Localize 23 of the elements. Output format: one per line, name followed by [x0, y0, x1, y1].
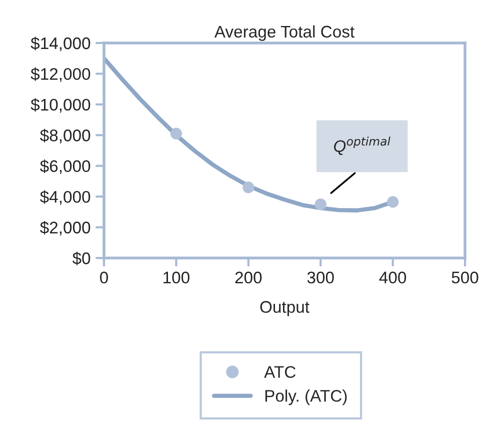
x-tick-label: 400 [379, 272, 406, 284]
legend-label: ATC [264, 366, 296, 378]
y-tick-label: $4,000 [40, 190, 90, 205]
y-tick-label: $8,000 [40, 128, 90, 144]
x-tick-label: 200 [235, 272, 262, 284]
point [386, 196, 399, 208]
annotation: Q$^{optimal}$ [334, 136, 390, 156]
x-axis-title: Output [260, 301, 310, 316]
x-tick-label: 0 [100, 272, 108, 284]
y-tick-label: $10,000 [30, 98, 90, 113]
y-tick-label: $12,000 [30, 67, 90, 82]
x-tick-label: 100 [164, 272, 190, 284]
y-tick-label: $14,000 [30, 36, 90, 52]
legend-label: Poly. (ATC) [265, 390, 347, 406]
y-tick-label: $0 [72, 252, 90, 266]
x-tick-label: 300 [307, 272, 334, 284]
point [314, 198, 326, 210]
y-tick-label: $6,000 [40, 160, 90, 174]
x-tick-label: 500 [452, 272, 478, 284]
y-tick-label: $2,000 [40, 220, 90, 236]
point [170, 128, 182, 140]
point [242, 182, 254, 194]
chart-title: Average Total Cost [214, 25, 354, 41]
